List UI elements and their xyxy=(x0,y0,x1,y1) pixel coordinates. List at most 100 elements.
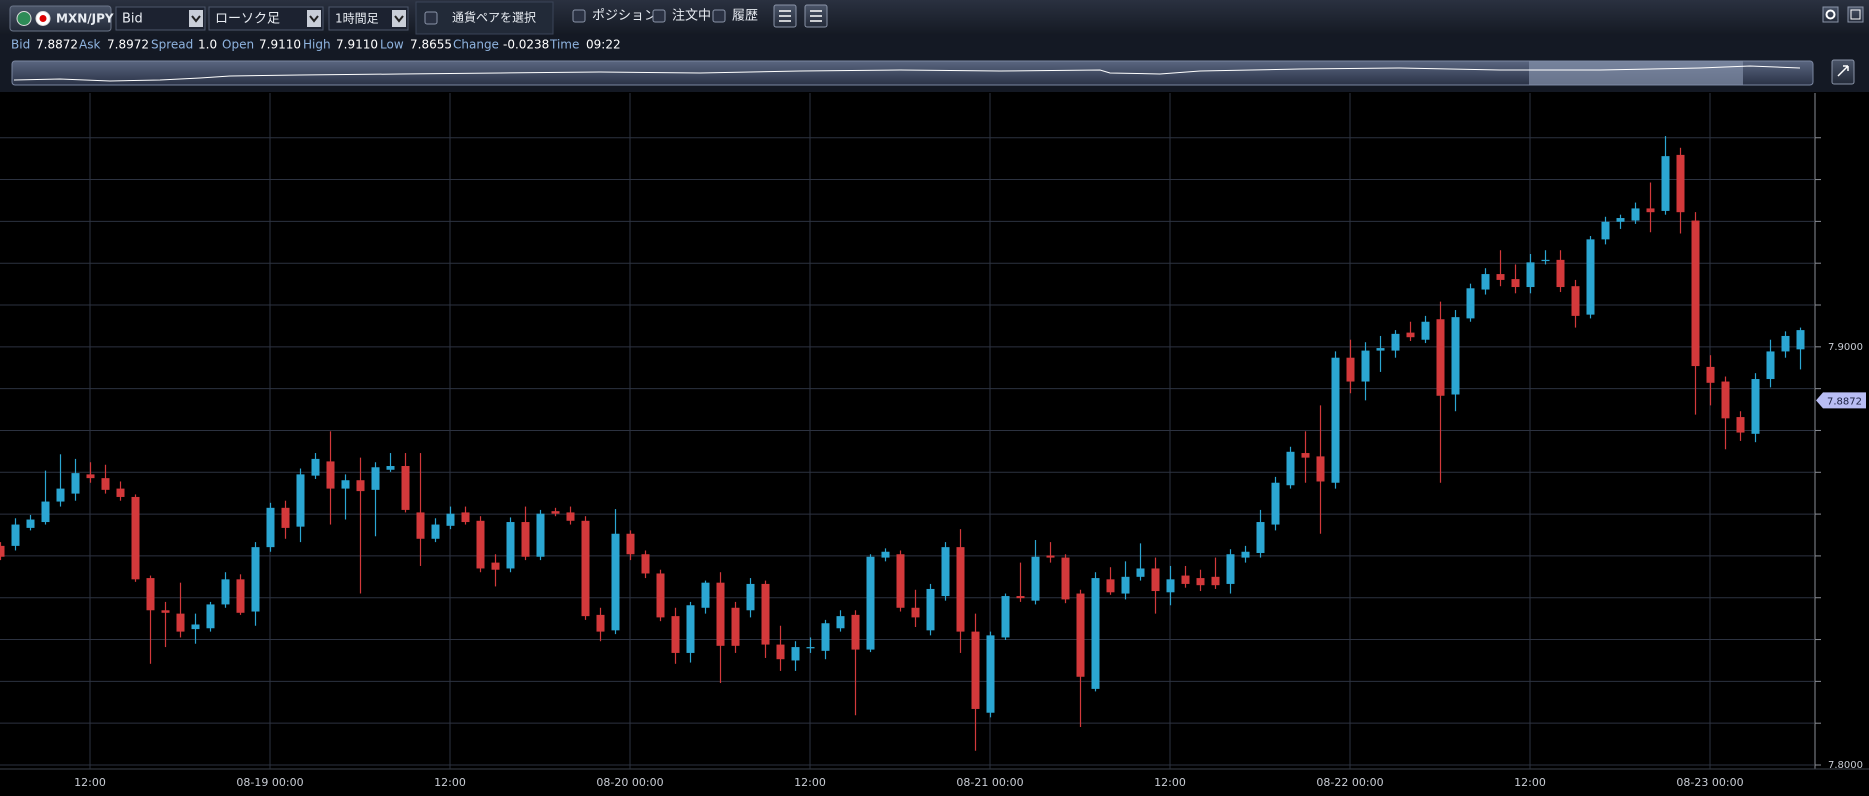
select-bg[interactable] xyxy=(115,6,206,31)
pair-button[interactable]: MXN/JPY xyxy=(9,5,114,32)
candle-body xyxy=(131,496,140,580)
candle-body xyxy=(506,522,515,569)
candle-body xyxy=(941,547,950,597)
quote-value: 7.8872 xyxy=(36,38,78,52)
candle-body xyxy=(1256,522,1265,553)
candle-body xyxy=(656,573,665,618)
candle-body xyxy=(1181,575,1190,584)
checkbox[interactable] xyxy=(712,9,726,23)
candle-body xyxy=(1226,554,1235,584)
candle-body xyxy=(371,467,380,490)
candle-body xyxy=(1721,381,1730,419)
candle-body xyxy=(866,556,875,650)
candle-body xyxy=(1346,357,1355,382)
candle-body xyxy=(956,547,965,632)
select-arrow-box[interactable] xyxy=(189,10,203,27)
flag-mx xyxy=(16,11,32,26)
x-tick-label: 08-22 00:00 xyxy=(1316,776,1383,789)
settings-button[interactable] xyxy=(1822,6,1839,23)
select-value: ローソク足 xyxy=(215,12,280,27)
checkbox[interactable] xyxy=(652,9,666,23)
candle-body xyxy=(1556,259,1565,288)
quote-value: 7.9110 xyxy=(259,38,301,52)
checkbox[interactable] xyxy=(424,11,438,25)
candle-body xyxy=(461,512,470,523)
pair-select-panel[interactable]: 通貨ペアを選択 xyxy=(415,1,554,35)
candle-body xyxy=(596,614,605,632)
candle-body xyxy=(296,474,305,527)
panel-bg xyxy=(415,1,554,35)
candle-body xyxy=(1091,578,1100,689)
candle-body xyxy=(1376,348,1385,351)
checkbox-label: 履歴 xyxy=(732,9,758,24)
quote-label: Ask xyxy=(79,38,100,52)
candle-body xyxy=(281,507,290,528)
candle-body xyxy=(26,519,35,528)
window-button[interactable] xyxy=(1847,6,1864,23)
navigator[interactable] xyxy=(11,59,1855,86)
select-bg[interactable] xyxy=(208,6,324,31)
candle-body xyxy=(266,507,275,548)
candle-body xyxy=(1046,555,1055,558)
candle-body xyxy=(881,551,890,558)
quote-label: Bid xyxy=(11,38,30,52)
toolbar-icons xyxy=(773,4,1864,28)
plot-area xyxy=(0,93,1814,769)
candle-body xyxy=(806,647,815,649)
navigator-window[interactable] xyxy=(1529,61,1743,85)
x-tick-label: 08-21 00:00 xyxy=(956,776,1023,789)
candle-body xyxy=(1796,330,1805,350)
candle-body xyxy=(836,616,845,629)
candle-body xyxy=(1601,221,1610,240)
candle-body xyxy=(1286,451,1295,486)
checkbox-label: 注文中 xyxy=(672,9,711,24)
candle-body xyxy=(1031,556,1040,601)
select-arrow xyxy=(394,15,404,23)
candle-body xyxy=(1076,593,1085,677)
quote-value: -0.0238 xyxy=(503,38,549,52)
candle-body xyxy=(1301,453,1310,458)
candle-body xyxy=(1241,551,1250,558)
candle-body xyxy=(431,524,440,539)
chart-type-select[interactable]: ローソク足 xyxy=(208,6,324,31)
x-tick-label: 12:00 xyxy=(1154,776,1186,789)
candle-body xyxy=(926,588,935,631)
select-arrow xyxy=(191,15,201,23)
icon-glyph xyxy=(810,10,822,22)
select-arrow-box[interactable] xyxy=(307,10,321,27)
candle-body xyxy=(1166,579,1175,593)
timeframe-select[interactable]: 1時間足 xyxy=(328,6,409,31)
candle-body xyxy=(176,613,185,632)
navigator-bg[interactable] xyxy=(11,60,1814,86)
candle-body xyxy=(326,461,335,489)
candle-body xyxy=(1676,154,1685,213)
select-bg[interactable] xyxy=(328,6,409,31)
candle-body xyxy=(356,480,365,492)
candle-body xyxy=(401,466,410,510)
pair-label: MXN/JPY xyxy=(56,12,114,26)
quote-label: High xyxy=(303,38,331,52)
pair-button-bg[interactable] xyxy=(9,5,112,32)
checkbox-label: 通貨ペアを選択 xyxy=(452,10,536,25)
candle-body xyxy=(821,623,830,651)
price-type-select[interactable]: Bid xyxy=(115,6,206,31)
candle-body xyxy=(1136,568,1145,577)
last-price-label: 7.8872 xyxy=(1827,396,1862,407)
candle-body xyxy=(311,458,320,476)
select-arrow xyxy=(309,15,319,23)
candle-body xyxy=(56,488,65,502)
select-arrow-box[interactable] xyxy=(392,10,406,27)
x-tick-label: 12:00 xyxy=(74,776,106,789)
x-tick-label: 12:00 xyxy=(1514,776,1546,789)
candle-body xyxy=(1016,596,1025,599)
y-tick-label: 7.9000 xyxy=(1828,342,1863,353)
candle-body xyxy=(1631,208,1640,221)
candle-body xyxy=(1586,239,1595,315)
candle-body xyxy=(1526,262,1535,288)
candle-body xyxy=(851,614,860,650)
quote-label: Spread xyxy=(151,38,193,52)
checkbox[interactable] xyxy=(572,9,586,23)
candle-body xyxy=(626,533,635,555)
navigator-line xyxy=(13,65,1801,82)
icon-glyph xyxy=(779,10,791,22)
